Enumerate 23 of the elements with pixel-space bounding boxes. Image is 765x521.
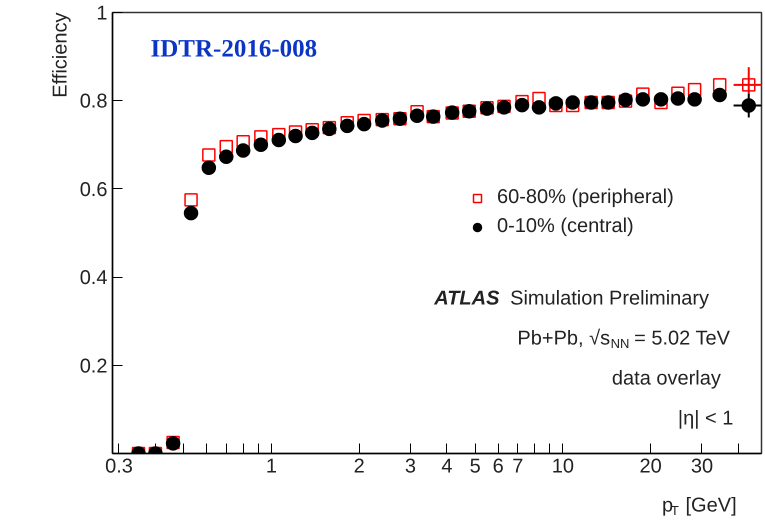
y-tick-label: 0.8 bbox=[80, 90, 108, 113]
x-tick-label: 2 bbox=[354, 456, 365, 478]
y-tick-label: 1 bbox=[96, 2, 108, 24]
legend-label: 0-10% (central) bbox=[497, 215, 634, 238]
x-tick-label: 1 bbox=[266, 456, 277, 478]
x-tick-label: 7 bbox=[512, 456, 524, 478]
x-tick-label: 30 bbox=[690, 456, 714, 478]
annotation: |η| < 1 bbox=[678, 408, 734, 430]
y-tick-label: 0.6 bbox=[80, 178, 108, 201]
legend-label: 60-80% (peripheral) bbox=[497, 186, 674, 209]
x-tick-label: 0.3 bbox=[105, 456, 133, 478]
annotation: data overlay bbox=[612, 368, 721, 390]
x-tick-label: 5 bbox=[470, 456, 481, 478]
text: IDTR-2016-008 bbox=[150, 36, 318, 62]
x-tick-label: 3 bbox=[404, 456, 416, 478]
y-tick-label: 0.2 bbox=[80, 355, 108, 378]
y-tick-label: 0.4 bbox=[80, 267, 108, 290]
x-tick-label: 4 bbox=[441, 456, 452, 478]
annotation: ATLAS Simulation Preliminary bbox=[433, 288, 710, 310]
y-axis-title: Efficiency bbox=[50, 12, 72, 98]
x-tick-label: 6 bbox=[492, 456, 504, 478]
x-tick-label: 20 bbox=[640, 456, 662, 478]
x-tick-label: 10 bbox=[552, 456, 574, 478]
